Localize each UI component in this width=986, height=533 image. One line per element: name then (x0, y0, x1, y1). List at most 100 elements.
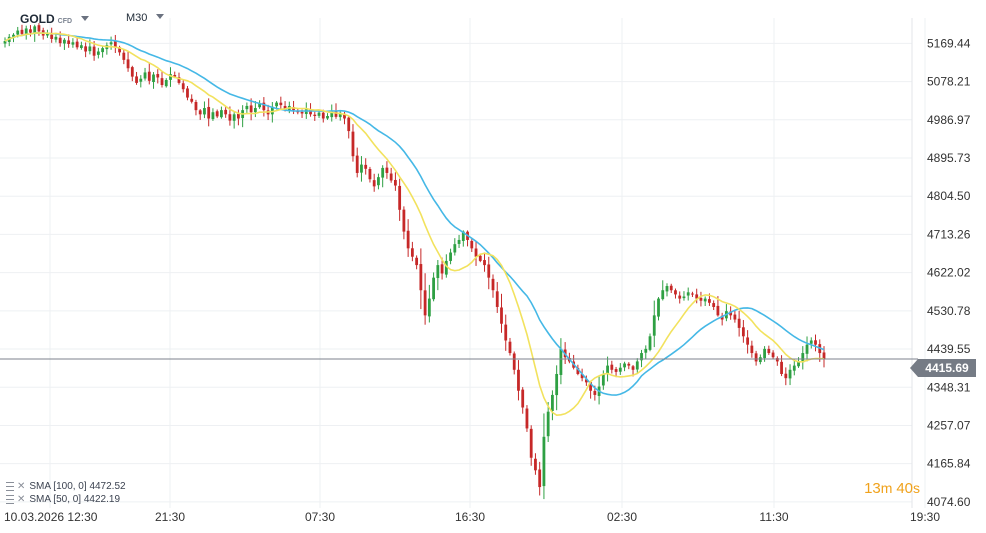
candle-body (525, 408, 529, 429)
candle-body (126, 59, 130, 69)
x-tick-label: 11:30 (759, 510, 788, 524)
symbol-selector[interactable]: GOLD CFD (20, 12, 90, 26)
indicator-legend: ✕ SMA [100, 0] 4472.52 ✕ SMA [50, 0] 442… (6, 480, 126, 506)
candle-body (360, 164, 363, 173)
candle-body (275, 102, 278, 107)
candle-body (491, 278, 495, 291)
candle-body (177, 77, 181, 83)
settings-lines-icon[interactable] (6, 482, 14, 491)
candle-body (627, 363, 631, 366)
candle-body (771, 352, 775, 358)
current-price-label: 4415.69 (910, 359, 976, 377)
candle-body (784, 373, 788, 379)
candle-body (716, 305, 720, 316)
candle-body (88, 46, 92, 52)
candle-body (444, 260, 448, 275)
candle-body (508, 341, 512, 354)
settings-lines-icon[interactable] (6, 495, 14, 504)
candle-body (555, 373, 559, 396)
candle-body (33, 26, 37, 34)
x-tick-label: 10.03.2026 12:30 (4, 510, 98, 524)
candle-body (270, 106, 274, 115)
legend-sma50-label: SMA [50, 0] (29, 494, 82, 505)
candle-body (741, 327, 745, 337)
candle-body (551, 394, 554, 411)
candle-body (211, 112, 215, 120)
candle-body (29, 29, 32, 33)
candle-body (635, 361, 639, 370)
candle-body (63, 39, 66, 44)
candle-body (763, 348, 766, 359)
candle-body (164, 79, 168, 87)
candle-body (16, 30, 20, 35)
candle-body (504, 324, 508, 341)
y-tick-label: 4257.07 (927, 418, 971, 432)
candle-body (249, 105, 253, 113)
candle-body (190, 98, 194, 102)
candle-body (313, 114, 317, 116)
candle-body (631, 366, 635, 370)
y-tick-label: 4348.31 (927, 380, 971, 394)
timeframe-selector[interactable]: M30 (126, 12, 165, 24)
close-icon[interactable]: ✕ (17, 481, 26, 492)
candle-body (678, 295, 682, 299)
candle-body (720, 315, 724, 320)
candle-body (669, 285, 673, 291)
y-tick-label: 4530.78 (927, 304, 971, 318)
y-tick-label: 5078.21 (927, 75, 971, 89)
candle-body (601, 373, 605, 386)
candle-body (436, 265, 440, 279)
candle-body (801, 353, 805, 363)
candle-body (410, 248, 414, 257)
chevron-down-icon[interactable] (81, 16, 90, 21)
candle-body (775, 358, 779, 362)
candle-body (3, 41, 7, 44)
x-tick-label: 21:30 (155, 510, 185, 524)
candle-body (538, 469, 542, 488)
candle-body (50, 34, 54, 39)
candle-body (245, 105, 249, 110)
candle-body (351, 131, 355, 157)
candle-body (385, 167, 389, 173)
candle-body (368, 168, 372, 180)
candle-body (12, 34, 15, 37)
candle-body (415, 257, 419, 266)
candle-body (432, 277, 435, 300)
candle-body (152, 74, 155, 83)
y-tick-label: 4165.84 (927, 457, 971, 471)
candle-body (797, 361, 800, 367)
candle-body (173, 75, 177, 77)
candle-body (695, 294, 699, 299)
candle-body (792, 365, 796, 371)
candle-body (355, 155, 359, 173)
chevron-down-icon[interactable] (156, 14, 165, 19)
candle-body (640, 353, 643, 361)
candle-body (618, 367, 622, 372)
candle-body (648, 336, 652, 350)
candle-body (606, 365, 609, 375)
candle-body (236, 113, 240, 119)
candle-body (326, 116, 329, 119)
candle-body (440, 264, 444, 274)
candle-body (334, 110, 338, 117)
candle-body (580, 374, 584, 379)
close-icon[interactable]: ✕ (17, 494, 26, 505)
candle-body (67, 40, 71, 44)
candle-body (457, 239, 461, 244)
candle-body (529, 428, 533, 458)
candle-body (139, 78, 143, 82)
candle-body (703, 298, 707, 302)
candle-body (330, 110, 334, 118)
candle-body (253, 108, 257, 113)
candle-body (542, 436, 546, 487)
candle-body (750, 345, 754, 354)
candle-body (512, 353, 516, 370)
sma-50-line (4, 32, 825, 417)
candle-body (258, 103, 262, 108)
candle-body (300, 111, 304, 114)
x-tick-label: 02:30 (607, 510, 637, 524)
candle-body (767, 348, 771, 354)
x-tick-label: 16:30 (455, 510, 485, 524)
candle-body (130, 67, 134, 77)
